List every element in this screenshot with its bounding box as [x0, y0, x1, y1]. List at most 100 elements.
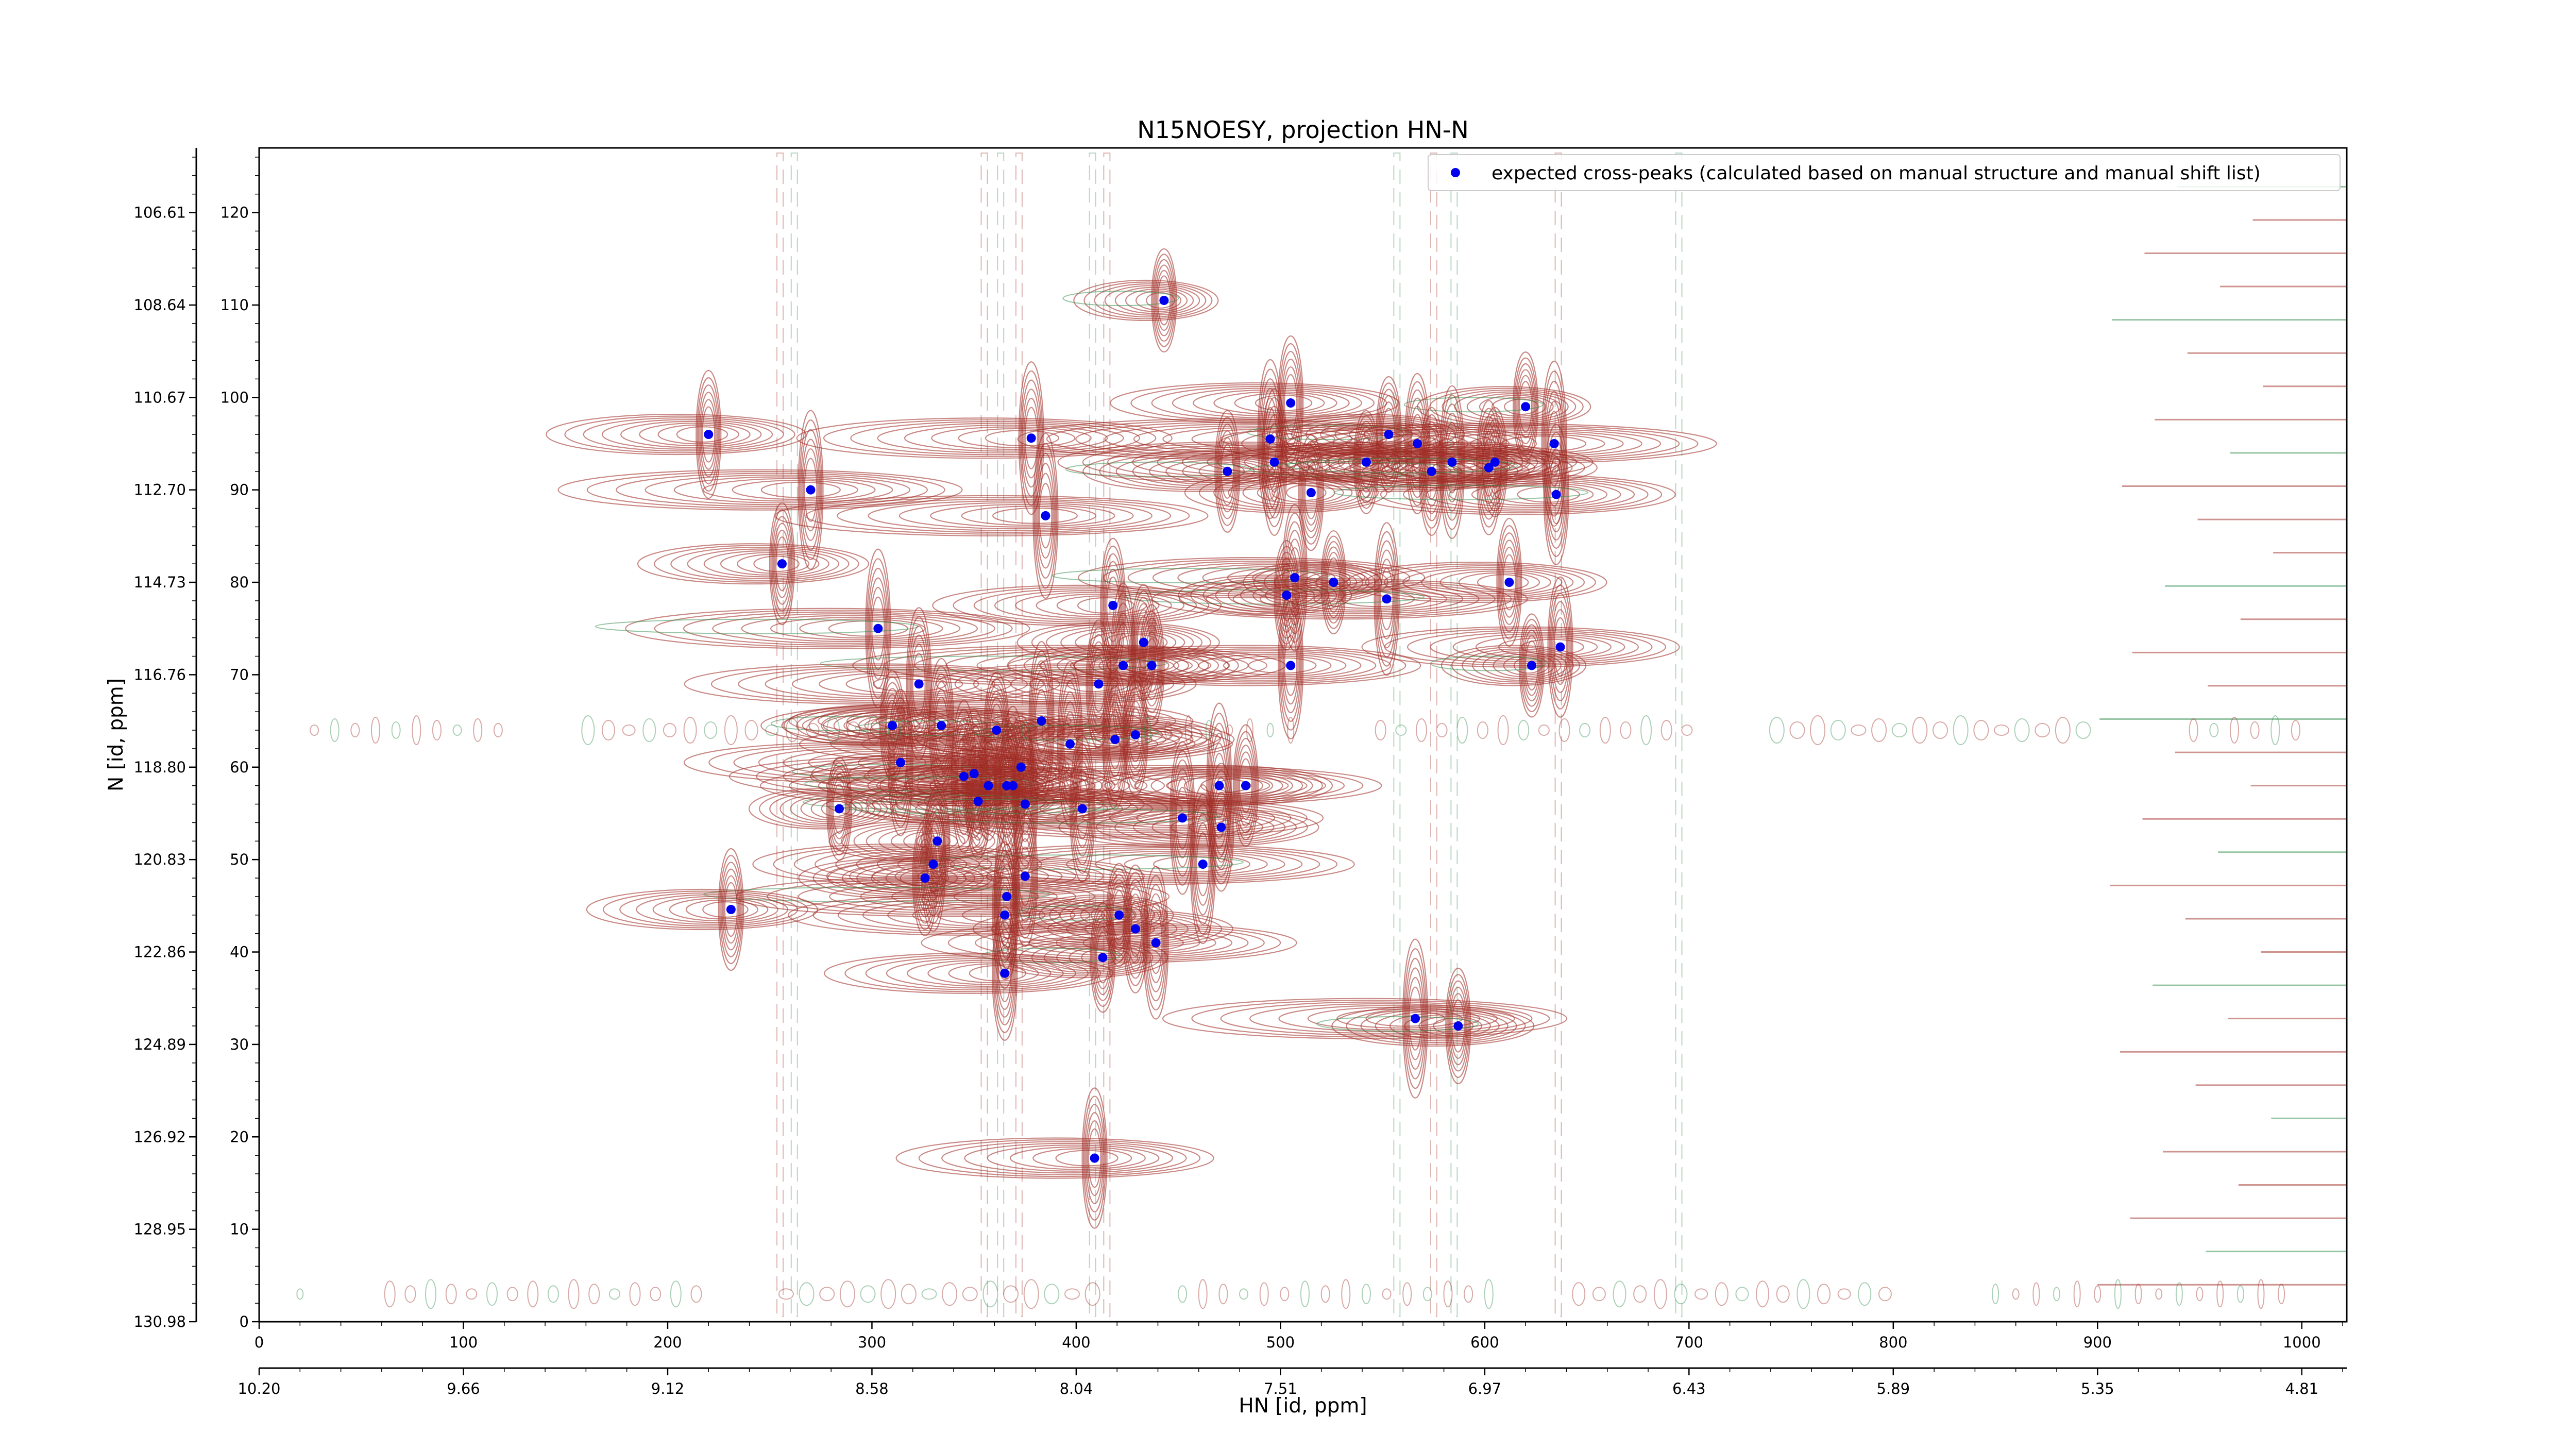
noise-contour	[1633, 1285, 1647, 1303]
ppm-y-tick-label: 108.64	[134, 296, 186, 314]
noise-contour	[744, 720, 758, 741]
noise-contour	[1375, 720, 1386, 741]
cross-peak-marker	[777, 559, 787, 569]
peak-contour	[1178, 540, 1352, 651]
cross-peak-marker	[1484, 463, 1494, 473]
cross-peak-marker	[888, 721, 897, 731]
noise-contour	[826, 717, 840, 744]
noise-contour	[547, 1285, 559, 1303]
noise-contour	[1613, 1280, 1626, 1308]
cross-peak-marker	[704, 430, 714, 440]
noise-contour	[466, 1288, 478, 1300]
noise-contour	[1280, 1287, 1290, 1302]
x-tick-label: 300	[858, 1334, 886, 1351]
noise-contour	[1769, 717, 1785, 744]
noise-contour	[1735, 1287, 1749, 1302]
ppm-x-tick-label: 8.04	[1060, 1380, 1093, 1397]
noise-contour	[1246, 718, 1253, 743]
noise-contour	[663, 723, 676, 738]
y-tick-label: 20	[230, 1128, 249, 1145]
noise-contour	[2216, 1280, 2224, 1308]
noise-contour	[1858, 1282, 1872, 1306]
peak-contour	[637, 502, 870, 626]
cross-peak-marker	[1265, 434, 1275, 444]
noise-contour	[1205, 720, 1213, 741]
ppm-y-tick-label: 120.83	[134, 851, 186, 868]
noise-contour	[1817, 1284, 1831, 1305]
noise-contour	[1103, 718, 1111, 743]
plot-frame	[258, 147, 2348, 1323]
peak-contour	[1062, 248, 1219, 353]
cross-peak-marker	[1020, 871, 1030, 881]
cross-peak-marker	[1382, 594, 1392, 604]
cross-peak-marker	[1555, 642, 1565, 652]
cross-peak-marker	[1214, 781, 1224, 790]
cross-peak-marker	[1361, 457, 1371, 467]
noise-contour	[1184, 715, 1192, 746]
noise-contour	[1830, 720, 1846, 741]
cross-peak-marker	[937, 721, 946, 731]
noise-contour	[839, 1280, 855, 1308]
noise-contour	[1992, 1284, 1999, 1305]
cross-peak-marker	[1306, 488, 1316, 498]
noise-contour	[1484, 1279, 1494, 1309]
peak-contour	[1162, 938, 1568, 1099]
noise-contour	[1023, 1279, 1039, 1309]
cross-peak-marker	[1290, 573, 1300, 583]
noise-streak	[1450, 153, 1458, 1317]
noise-contour	[1797, 1279, 1810, 1309]
cross-peak-marker	[1090, 1153, 1099, 1163]
noise-contour	[1164, 721, 1172, 739]
cross-peak-marker	[1016, 762, 1026, 772]
noise-streak	[1554, 153, 1562, 1317]
noise-contour	[473, 718, 483, 743]
ppm-x-tick-label: 4.81	[2285, 1380, 2318, 1397]
noise-contour	[452, 724, 462, 736]
noise-contour	[1891, 723, 1907, 738]
noise-contour	[1144, 717, 1151, 744]
x-axis-label: HN [id, ppm]	[1239, 1394, 1367, 1418]
noise-contour	[860, 1285, 876, 1303]
noise-contour	[1674, 1284, 1688, 1305]
cross-peak-marker	[1114, 910, 1124, 920]
cross-peak-marker	[1549, 439, 1559, 448]
noise-contour	[527, 1280, 539, 1308]
noise-contour	[2270, 715, 2280, 746]
peak-contour	[1286, 400, 1598, 535]
noise-contour	[2196, 1287, 2204, 1302]
noise-contour	[1456, 717, 1468, 744]
cross-peak-marker	[1037, 716, 1046, 726]
noise-contour	[1064, 1288, 1080, 1300]
y-tick-label: 10	[230, 1221, 249, 1238]
cross-peak-marker	[1286, 661, 1296, 670]
noise-contour	[2053, 1287, 2061, 1302]
cross-peak-marker	[1094, 679, 1104, 689]
cross-peak-marker	[933, 836, 942, 846]
legend-box	[1428, 154, 2341, 191]
cross-peak-marker	[1447, 457, 1457, 467]
ppm-y-tick-label: 112.70	[134, 481, 186, 499]
noise-contour	[785, 718, 799, 743]
noise-streak	[980, 153, 988, 1317]
ppm-x-tick-label: 9.12	[651, 1380, 685, 1397]
noise-contour	[1756, 1280, 1770, 1308]
cross-peak-marker	[969, 769, 979, 779]
noise-contour	[1062, 720, 1070, 741]
noise-contour	[1810, 715, 1826, 746]
noise-contour	[2291, 720, 2300, 741]
legend: expected cross-peaks (calculated based o…	[1428, 154, 2341, 191]
ppm-x-tick-label: 5.35	[2081, 1380, 2114, 1397]
noise-contour	[1694, 1288, 1708, 1300]
noise-contour	[1464, 1285, 1473, 1303]
noise-contour	[310, 724, 319, 736]
cross-peak-marker	[1110, 734, 1120, 744]
cross-peak-markers	[704, 295, 1565, 1163]
y-tick-label: 80	[230, 574, 249, 591]
peak-contour	[796, 361, 1173, 515]
cross-peak-marker	[1026, 433, 1036, 443]
cross-peak-marker	[1020, 799, 1030, 809]
noise-streak	[1393, 153, 1401, 1317]
noise-contour	[1572, 1282, 1586, 1306]
noise-contour	[1422, 1287, 1432, 1302]
cross-peak-marker	[726, 905, 736, 915]
